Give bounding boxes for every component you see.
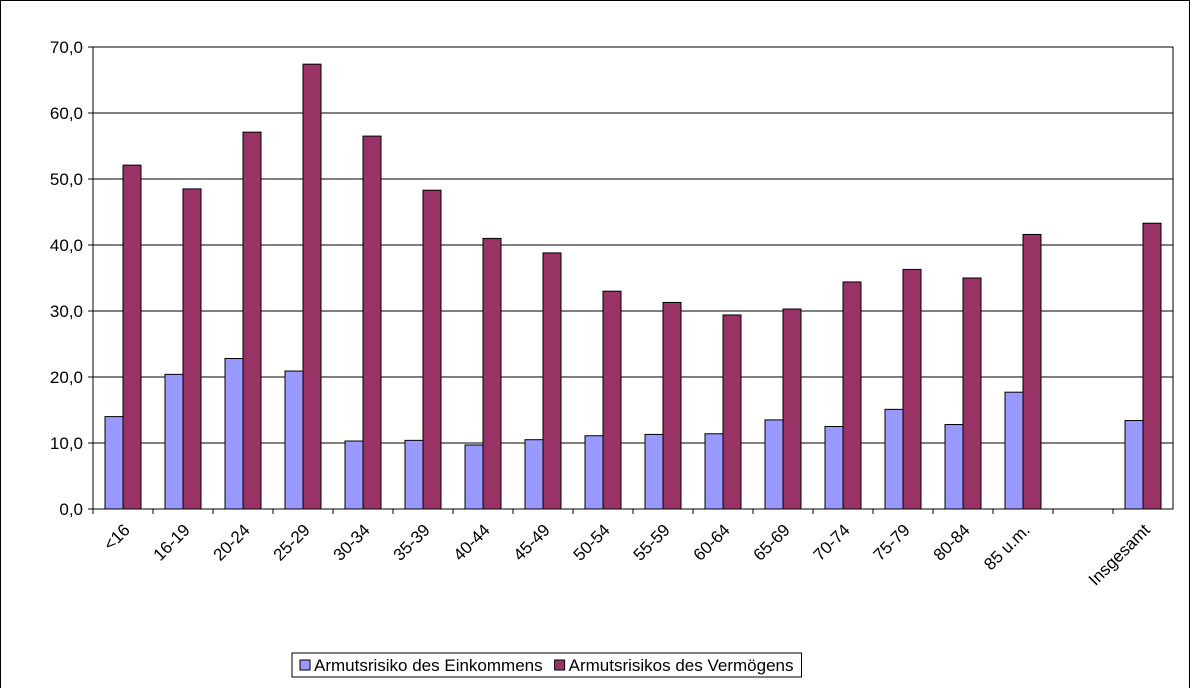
bar (944, 424, 964, 510)
bar (602, 290, 622, 510)
bar (122, 164, 142, 510)
bar (422, 189, 442, 510)
legend-box (291, 652, 802, 678)
bar (824, 426, 844, 510)
bar (662, 301, 682, 510)
bar (962, 277, 982, 510)
bar (1142, 222, 1162, 510)
bar (644, 433, 664, 510)
bar (482, 237, 502, 510)
y-tick-label: 60,0 (50, 104, 83, 123)
bar (884, 408, 904, 510)
y-tick-label: 50,0 (50, 170, 83, 189)
bar (344, 440, 364, 510)
bar (104, 416, 124, 510)
bar (1022, 233, 1042, 510)
bar (842, 281, 862, 510)
bar (722, 314, 742, 510)
y-tick-label: 30,0 (50, 302, 83, 321)
y-tick-label: 70,0 (50, 38, 83, 57)
bar (704, 433, 724, 510)
y-tick-label: 20,0 (50, 368, 83, 387)
bar (224, 358, 244, 510)
bar (284, 370, 304, 510)
bar (584, 435, 604, 510)
legend-label: Armutsrisiko des Einkommens (314, 656, 543, 675)
bar (782, 308, 802, 510)
legend-swatch (299, 659, 311, 671)
bar (302, 63, 322, 510)
bar (542, 252, 562, 510)
bar (404, 439, 424, 510)
bar (242, 131, 262, 510)
bar (764, 419, 784, 510)
y-tick-label: 10,0 (50, 434, 83, 453)
bar (182, 188, 202, 510)
bar (464, 444, 484, 510)
legend-label: Armutsrisikos des Vermögens (569, 656, 794, 675)
legend: Armutsrisiko des Einkommens Armutsrisikos… (291, 652, 802, 678)
y-tick-label: 0,0 (59, 500, 83, 519)
legend-swatch (554, 659, 566, 671)
bar (1004, 391, 1024, 510)
bar (902, 268, 922, 510)
bar (524, 439, 544, 510)
bar (1124, 420, 1144, 510)
bar (362, 135, 382, 510)
y-tick-label: 40,0 (50, 236, 83, 255)
bar (164, 373, 184, 510)
